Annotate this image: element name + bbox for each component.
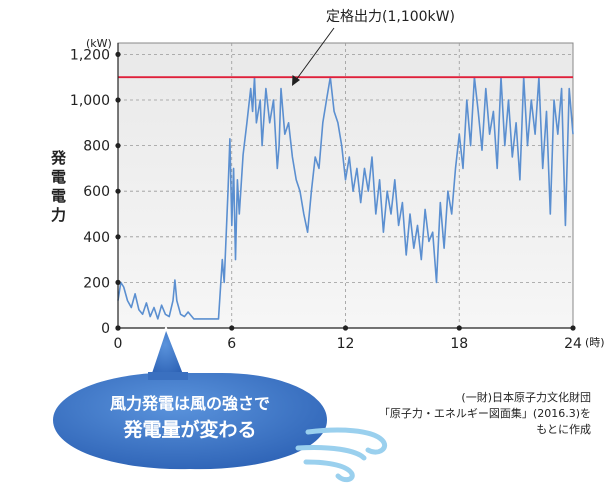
y-tick-label: 400 — [83, 230, 110, 246]
gridlines — [118, 43, 573, 328]
y-tick-label: 0 — [101, 321, 110, 337]
source-line-3: もとに作成 — [536, 423, 591, 436]
bubble-text: 風力発電は風の強さで 発電量が変わる — [60, 392, 320, 444]
y-tick-label: 1,000 — [70, 93, 110, 109]
plot-area — [117, 42, 574, 329]
speech-bubble-tail — [149, 327, 185, 377]
x-unit: (時) — [585, 336, 605, 349]
y-axis-label: 発電電力 — [49, 150, 67, 226]
wind-swirl-icon — [295, 427, 388, 483]
source-credit: (一財)日本原子力文化財団 「原子力・エネルギー図面集」(2016.3)を もと… — [379, 390, 591, 438]
rated-output-label: 定格出力(1,100kW) — [326, 9, 455, 25]
bubble-line-1: 風力発電は風の強さで — [109, 394, 270, 413]
y-unit: (kW) — [86, 37, 112, 50]
tick-labels: 0 200 400 600 800 1,000 1,200 0 6 12 18 24 — [70, 47, 582, 352]
y-tick-label: 800 — [83, 139, 110, 155]
source-line-2: 「原子力・エネルギー図面集」(2016.3)を — [378, 407, 591, 420]
rated-output-arrow-line — [295, 27, 335, 81]
x-tick-label: 24 — [564, 336, 582, 352]
power-output-line — [117, 76, 574, 320]
x-tick-label: 18 — [450, 336, 468, 352]
axes — [115, 43, 576, 331]
x-tick-label: 0 — [114, 336, 123, 352]
x-tick-label: 6 — [227, 336, 236, 352]
series-group — [117, 76, 574, 320]
bubble-line-2: 発電量が変わる — [123, 419, 257, 441]
source-line-1: (一財)日本原子力文化財団 — [461, 391, 591, 404]
rated-output-arrowhead — [292, 75, 300, 86]
y-tick-label: 600 — [83, 184, 110, 200]
speech-bubble — [50, 370, 330, 472]
y-tick-label: 1,200 — [70, 47, 110, 63]
x-tick-label: 12 — [337, 336, 355, 352]
y-tick-label: 200 — [83, 275, 110, 291]
